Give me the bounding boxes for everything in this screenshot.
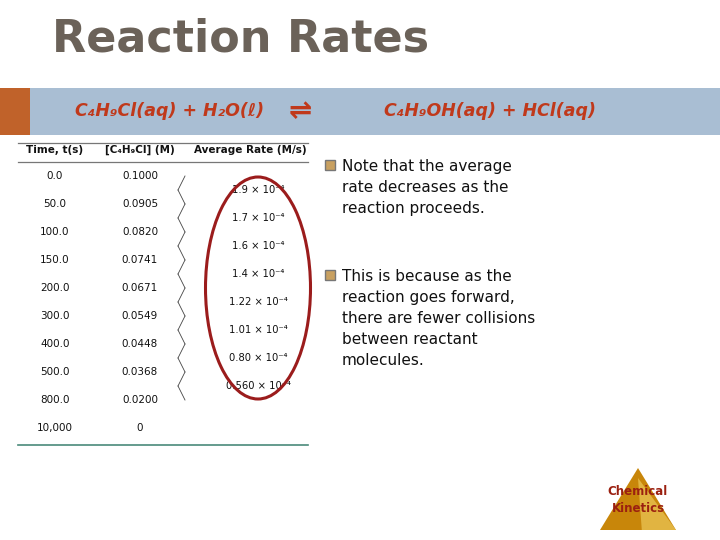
Text: Time, t(s): Time, t(s): [27, 145, 84, 155]
Text: Average Rate (M/s): Average Rate (M/s): [194, 145, 306, 155]
Text: 0.0368: 0.0368: [122, 367, 158, 377]
Bar: [0, 88, 720, 135]
Bar: [0, 88, 30, 135]
Text: 0.0448: 0.0448: [122, 339, 158, 349]
Text: This is because as the
reaction goes forward,
there are fewer collisions
between: This is because as the reaction goes for…: [342, 269, 535, 368]
Text: 1.7 × 10⁻⁴: 1.7 × 10⁻⁴: [232, 213, 284, 223]
Text: 1.4 × 10⁻⁴: 1.4 × 10⁻⁴: [232, 269, 284, 279]
Text: 0.0549: 0.0549: [122, 311, 158, 321]
Text: 100.0: 100.0: [40, 227, 70, 237]
Text: 0.560 × 10⁻⁴: 0.560 × 10⁻⁴: [225, 381, 290, 391]
Text: 400.0: 400.0: [40, 339, 70, 349]
Text: 150.0: 150.0: [40, 255, 70, 265]
Polygon shape: [600, 468, 676, 530]
Text: 0.0671: 0.0671: [122, 283, 158, 293]
Polygon shape: [638, 478, 676, 530]
Text: 10,000: 10,000: [37, 423, 73, 433]
Text: 800.0: 800.0: [40, 395, 70, 405]
Text: 500.0: 500.0: [40, 367, 70, 377]
Bar: [325, 160, 335, 170]
Text: 0.0200: 0.0200: [122, 395, 158, 405]
Text: 0.0: 0.0: [47, 171, 63, 181]
Text: Note that the average
rate decreases as the
reaction proceeds.: Note that the average rate decreases as …: [342, 159, 512, 216]
Text: ⇌: ⇌: [289, 97, 312, 125]
Text: [C₄H₉Cl] (M): [C₄H₉Cl] (M): [105, 145, 175, 155]
Text: 0.0820: 0.0820: [122, 227, 158, 237]
Text: 0.0905: 0.0905: [122, 199, 158, 209]
Text: 0.0741: 0.0741: [122, 255, 158, 265]
Text: C₄H₉OH(aq) + HCl(aq): C₄H₉OH(aq) + HCl(aq): [384, 102, 596, 120]
Text: 50.0: 50.0: [43, 199, 66, 209]
Text: C₄H₉Cl(aq) + H₂O(ℓ): C₄H₉Cl(aq) + H₂O(ℓ): [76, 102, 264, 120]
Text: 200.0: 200.0: [40, 283, 70, 293]
Text: Reaction Rates: Reaction Rates: [52, 18, 429, 61]
Text: 1.01 × 10⁻⁴: 1.01 × 10⁻⁴: [229, 325, 287, 335]
Text: 0.80 × 10⁻⁴: 0.80 × 10⁻⁴: [229, 353, 287, 363]
Text: 0: 0: [137, 423, 143, 433]
Bar: [325, 270, 335, 280]
Text: 1.9 × 10⁻⁴: 1.9 × 10⁻⁴: [232, 185, 284, 195]
Text: 1.6 × 10⁻⁴: 1.6 × 10⁻⁴: [232, 241, 284, 251]
Text: 300.0: 300.0: [40, 311, 70, 321]
Text: 0.1000: 0.1000: [122, 171, 158, 181]
Text: 1.22 × 10⁻⁴: 1.22 × 10⁻⁴: [228, 297, 287, 307]
Text: Chemical
Kinetics: Chemical Kinetics: [608, 485, 668, 515]
